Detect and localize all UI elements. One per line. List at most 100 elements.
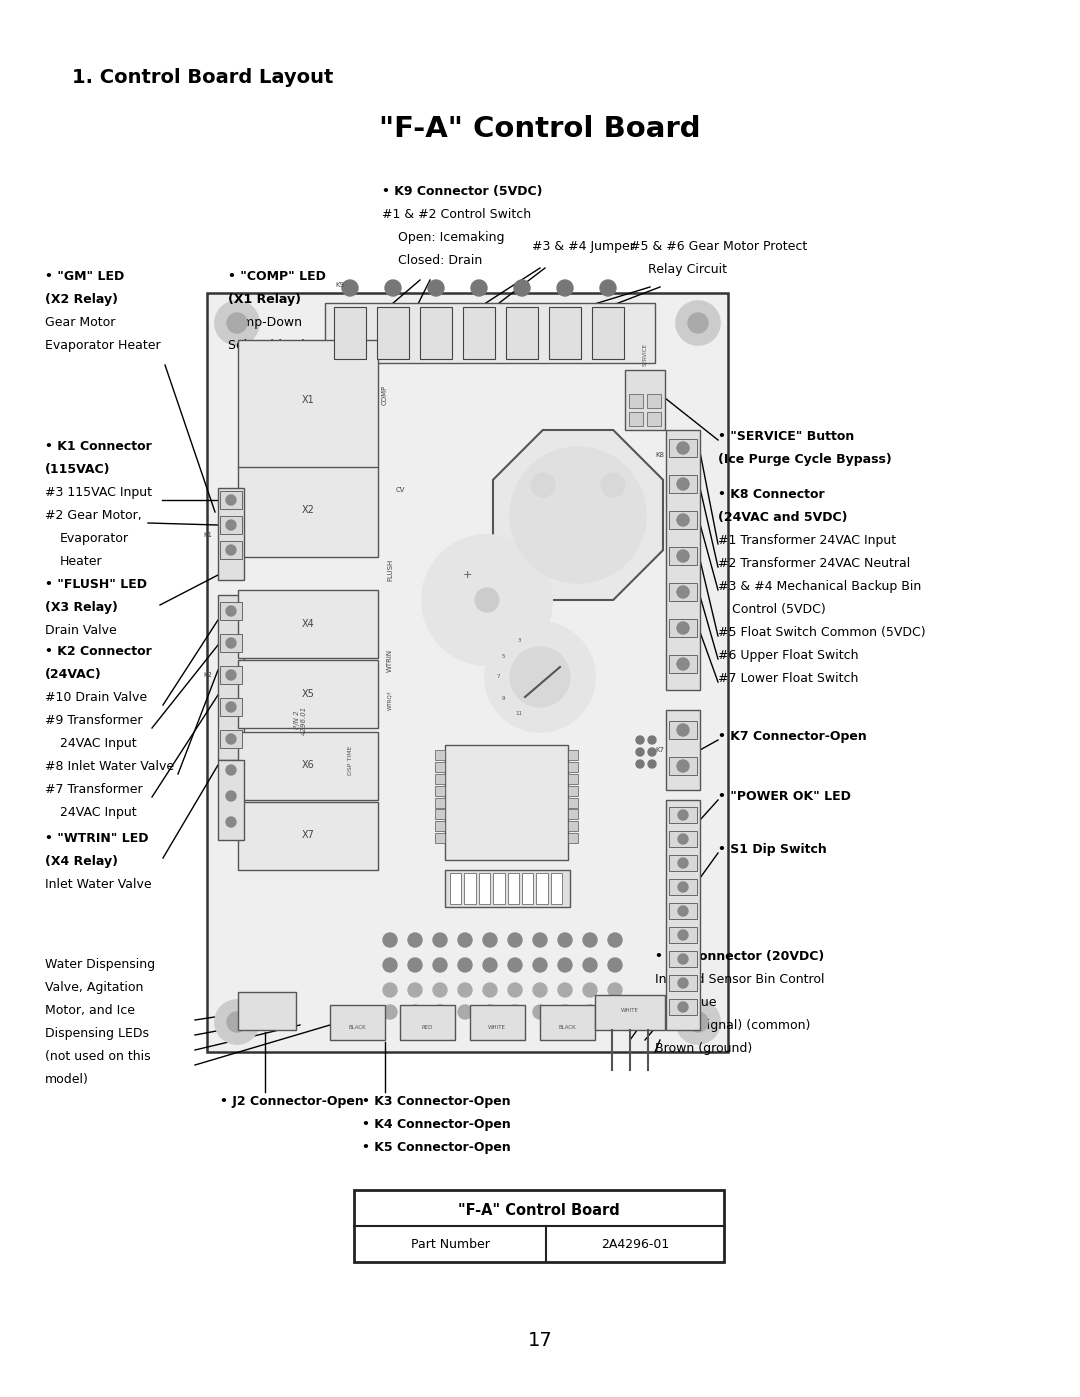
Text: 2A4296-01: 2A4296-01	[602, 1238, 670, 1250]
Circle shape	[558, 983, 572, 997]
Text: #1 Transformer 24VAC Input: #1 Transformer 24VAC Input	[718, 534, 896, 548]
Text: CV: CV	[395, 488, 405, 493]
Circle shape	[678, 954, 688, 964]
Text: • K4 Connector-Open: • K4 Connector-Open	[362, 1118, 511, 1132]
Circle shape	[226, 520, 237, 529]
Circle shape	[678, 810, 688, 820]
Circle shape	[383, 958, 397, 972]
Bar	[666, 800, 700, 1030]
Circle shape	[636, 747, 644, 756]
Bar	[549, 307, 581, 359]
Circle shape	[226, 733, 237, 745]
Text: #5 Float Switch Common (5VDC): #5 Float Switch Common (5VDC)	[718, 626, 926, 638]
Circle shape	[688, 313, 708, 332]
Text: 11: 11	[515, 711, 523, 715]
Circle shape	[558, 933, 572, 947]
Circle shape	[608, 933, 622, 947]
Bar	[669, 975, 697, 990]
Text: X1: X1	[301, 395, 314, 405]
Circle shape	[458, 958, 472, 972]
Text: Infrared Sensor Bin Control: Infrared Sensor Bin Control	[654, 972, 824, 986]
Circle shape	[608, 983, 622, 997]
Text: Motor, and Ice: Motor, and Ice	[45, 1004, 135, 1017]
Circle shape	[648, 747, 656, 756]
Text: WTRIN: WTRIN	[387, 648, 393, 672]
Bar	[435, 785, 445, 796]
Bar	[669, 583, 697, 601]
Text: • "SERVICE" Button: • "SERVICE" Button	[718, 430, 854, 443]
Text: #9 Transformer: #9 Transformer	[45, 714, 143, 726]
Text: Drain Valve: Drain Valve	[45, 624, 117, 637]
Text: #3 115VAC Input: #3 115VAC Input	[45, 486, 152, 499]
Text: P/N 2
4296.01: P/N 2 4296.01	[294, 705, 307, 735]
Circle shape	[428, 279, 444, 296]
Text: (24VAC): (24VAC)	[45, 668, 102, 680]
Bar	[669, 999, 697, 1016]
Circle shape	[483, 958, 497, 972]
Circle shape	[583, 1004, 597, 1018]
Text: • K5 Connector-Open: • K5 Connector-Open	[362, 1141, 511, 1154]
Circle shape	[408, 958, 422, 972]
Circle shape	[583, 933, 597, 947]
Text: • "POWER OK" LED: • "POWER OK" LED	[718, 789, 851, 803]
Circle shape	[226, 791, 237, 800]
Bar	[445, 870, 570, 907]
Bar	[629, 394, 643, 408]
Text: WHITE: WHITE	[488, 1025, 505, 1030]
Text: Dark Blue: Dark Blue	[654, 996, 716, 1009]
Bar	[435, 761, 445, 773]
Circle shape	[676, 1000, 720, 1044]
Polygon shape	[492, 430, 663, 599]
Bar	[220, 490, 242, 509]
Bar	[669, 439, 697, 457]
Bar	[238, 590, 378, 658]
Circle shape	[475, 588, 499, 612]
Bar	[595, 995, 665, 1030]
Text: "F-A" Control Board: "F-A" Control Board	[458, 1203, 620, 1218]
Circle shape	[483, 983, 497, 997]
Bar	[592, 307, 624, 359]
Bar	[435, 809, 445, 820]
Text: +: +	[462, 570, 472, 580]
Text: X5: X5	[301, 689, 314, 698]
Text: Brown (ground): Brown (ground)	[654, 1042, 753, 1055]
Circle shape	[226, 606, 237, 616]
Bar	[445, 745, 568, 861]
Text: • K3 Connector-Open: • K3 Connector-Open	[362, 1095, 511, 1108]
Bar	[325, 303, 654, 363]
Text: 17: 17	[528, 1330, 552, 1350]
Bar	[551, 873, 562, 904]
Text: Water Dispensing: Water Dispensing	[45, 958, 156, 971]
Circle shape	[583, 983, 597, 997]
Text: • K7 Connector-Open: • K7 Connector-Open	[718, 731, 867, 743]
Text: RED: RED	[421, 1025, 433, 1030]
Bar	[420, 307, 453, 359]
Text: K8: K8	[654, 453, 664, 458]
Text: #5 & #6 Gear Motor Protect: #5 & #6 Gear Motor Protect	[630, 240, 807, 253]
Bar	[666, 430, 700, 690]
Bar	[435, 750, 445, 760]
Bar	[470, 1004, 525, 1039]
Text: X6: X6	[301, 760, 314, 770]
Text: X4: X4	[301, 619, 314, 629]
Text: Gear Motor: Gear Motor	[45, 316, 116, 330]
Bar	[568, 833, 578, 844]
Bar	[669, 619, 697, 637]
Circle shape	[458, 933, 472, 947]
Text: K2: K2	[203, 672, 212, 678]
Circle shape	[383, 983, 397, 997]
Text: (24VAC and 5VDC): (24VAC and 5VDC)	[718, 511, 848, 524]
Bar	[334, 307, 366, 359]
Bar	[669, 757, 697, 775]
Text: (X4 Relay): (X4 Relay)	[45, 855, 118, 868]
Bar	[629, 412, 643, 426]
Circle shape	[677, 478, 689, 490]
Bar	[568, 821, 578, 831]
Circle shape	[422, 535, 552, 665]
Bar	[220, 541, 242, 559]
Text: FLUSH: FLUSH	[387, 559, 393, 581]
Circle shape	[534, 1004, 546, 1018]
Text: COMP: COMP	[382, 386, 388, 405]
Text: #7 Transformer: #7 Transformer	[45, 782, 143, 796]
Bar	[218, 488, 244, 580]
